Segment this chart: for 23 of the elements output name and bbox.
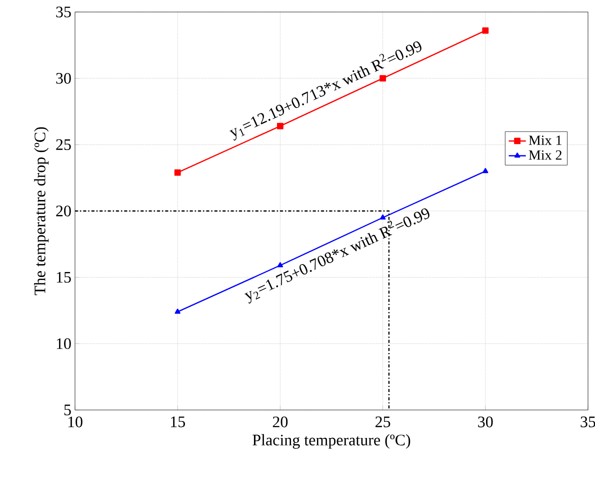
x-tick-label: 25 [376, 416, 390, 428]
x-tick-label: 35 [580, 416, 595, 428]
legend-label: Mix 2 [528, 150, 562, 160]
y-tick-label: 10 [56, 338, 71, 350]
y-tick-label: 5 [64, 404, 71, 416]
y-tick-label: 25 [56, 139, 71, 150]
legend-label: Mix 1 [528, 136, 562, 145]
x-tick-label: 15 [171, 416, 185, 428]
x-tick-label: 10 [68, 416, 82, 428]
point [174, 308, 180, 314]
y-tick-label: 30 [56, 72, 71, 84]
y-tick-label: 15 [56, 272, 71, 283]
y-axis-title: The temperature drop (ºC) [34, 127, 49, 296]
y-tick-label: 20 [56, 206, 71, 216]
point [380, 214, 386, 220]
y-tick-label: 35 [56, 6, 71, 18]
x-tick-label: 20 [272, 416, 288, 428]
point [482, 168, 488, 174]
point [380, 75, 386, 82]
x-tick-label: 30 [478, 416, 493, 428]
point [482, 27, 489, 34]
point [174, 169, 181, 176]
x-axis-title: Placing temperature (ºC) [252, 434, 410, 449]
